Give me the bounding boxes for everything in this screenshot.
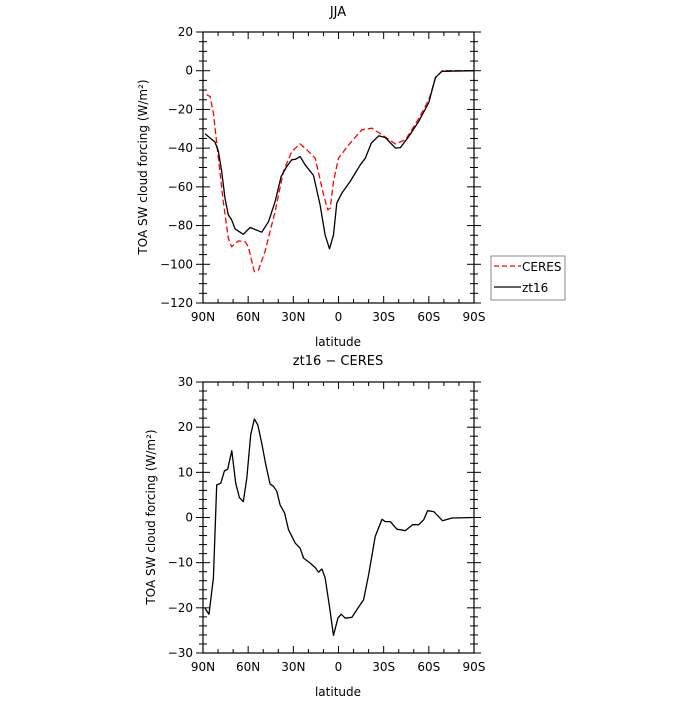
y-tick-label: −20 [168,601,193,615]
y-tick-label: 20 [178,420,193,434]
y-tick-label: −60 [168,180,193,194]
y-tick-label: −120 [160,296,193,310]
x-tick-label: 60N [236,310,260,324]
bottom-plot-title: zt16 − CERES [293,354,383,369]
x-tick-label: 30N [281,310,305,324]
x-tick-label: 60N [236,660,260,674]
bottom-plot-xlabel: latitude [315,685,361,699]
x-tick-label: 0 [335,310,343,324]
x-tick-label: 30S [372,310,395,324]
bottom-plot-difference: zt16 − CERES latitude TOA SW cloud forci… [144,354,485,699]
y-tick-label: −30 [168,646,193,660]
y-tick-label: 0 [185,64,193,78]
y-tick-label: −40 [168,141,193,155]
y-tick-label: 30 [178,375,193,389]
x-tick-label: 0 [335,660,343,674]
top-plot-xlabel: latitude [315,335,361,349]
x-tick-label: 60S [417,660,440,674]
x-tick-label: 90S [463,660,486,674]
x-tick-label: 30N [281,660,305,674]
x-tick-label: 90N [191,310,215,324]
x-tick-label: 90S [463,310,486,324]
plot-frame [202,31,475,304]
legend-box [490,255,566,301]
legend-ceres-label: CERES [522,260,562,274]
x-tick-label: 30S [372,660,395,674]
series-line-zt16 [204,70,475,250]
y-tick-label: 10 [178,465,193,479]
legend-zt16-label: zt16 [522,281,548,295]
top-plot-title: JJA [329,5,346,20]
series-line-zt16-ceres [204,418,475,637]
y-tick-label: 20 [178,25,193,39]
plot-frame [202,381,475,654]
y-tick-label: −80 [168,219,193,233]
top-plot-ylabel: TOA SW cloud forcing (W/m²) [136,79,150,255]
y-tick-label: −10 [168,556,193,570]
y-tick-label: −20 [168,102,193,116]
y-tick-label: 0 [185,511,193,525]
bottom-plot-ylabel: TOA SW cloud forcing (W/m²) [144,429,158,605]
y-tick-label: −100 [160,257,193,271]
x-tick-label: 90N [191,660,215,674]
series-line-ceres [206,70,474,273]
top-plot-jja: JJA latitude TOA SW cloud forcing (W/m²)… [136,5,566,349]
x-tick-label: 60S [417,310,440,324]
legend: CERES zt16 [490,255,566,301]
